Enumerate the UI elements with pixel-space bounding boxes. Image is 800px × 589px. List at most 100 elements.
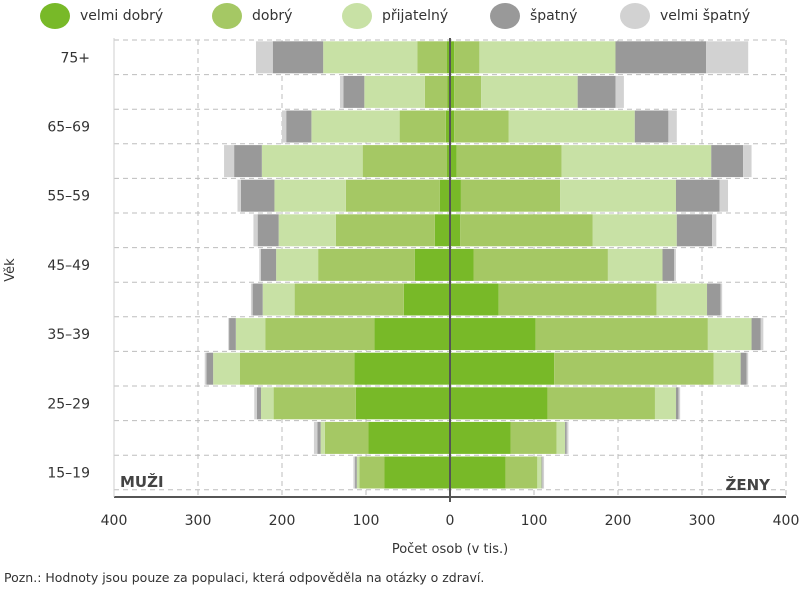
bar-men-series-0-row-2 (445, 110, 450, 143)
bar-men-series-3-row-2 (286, 110, 312, 143)
bar-women-series-0-row-1 (450, 75, 455, 108)
bars (204, 41, 764, 489)
bar-women-series-0-row-8 (450, 318, 536, 351)
bar-men-series-1-row-10 (273, 387, 356, 420)
bar-men-series-4-row-7 (250, 283, 253, 316)
bar-women-series-2-row-0 (479, 41, 616, 74)
bar-women-series-1-row-1 (454, 75, 482, 108)
bar-men-series-1-row-0 (417, 41, 447, 74)
x-tick-label: 100 (353, 513, 380, 529)
y-tick-label: 45–49 (47, 258, 90, 274)
bar-men-series-4-row-1 (339, 75, 344, 108)
bar-women-series-0-row-4 (450, 179, 461, 212)
legend-item-dobry[interactable]: dobrý (212, 2, 292, 30)
bar-women-series-3-row-1 (577, 75, 616, 108)
legend-label: přijatelný (382, 8, 449, 24)
bar-men-series-3-row-4 (240, 179, 275, 212)
bar-men-series-4-row-2 (282, 110, 287, 143)
bar-women-series-1-row-8 (535, 318, 708, 351)
bar-women-series-3-row-9 (740, 352, 747, 385)
bar-men-series-2-row-12 (356, 456, 360, 489)
bar-women-series-0-row-5 (450, 214, 461, 247)
bar-men-series-3-row-11 (317, 421, 321, 454)
bar-women-series-3-row-7 (707, 283, 721, 316)
bar-men-series-4-row-12 (353, 456, 356, 489)
bar-men-series-3-row-9 (206, 352, 214, 385)
bar-men-series-3-row-5 (257, 214, 279, 247)
bar-men-series-3-row-3 (234, 145, 262, 178)
bar-women-series-2-row-2 (508, 110, 635, 143)
bar-women-series-4-row-1 (615, 75, 624, 108)
bar-men-series-1-row-4 (345, 179, 440, 212)
bar-men-series-4-row-6 (259, 248, 261, 281)
legend-label: dobrý (252, 8, 293, 24)
bar-men-series-1-row-6 (318, 248, 415, 281)
bar-women-series-3-row-5 (676, 214, 713, 247)
y-tick-label: 65–69 (47, 120, 90, 136)
bar-men-series-2-row-10 (261, 387, 274, 420)
bar-men-series-1-row-12 (359, 456, 385, 489)
x-axis-title: Počet osob (v tis.) (392, 542, 508, 557)
legend-swatch-velmi-spatny (620, 3, 650, 29)
bar-men-series-1-row-5 (335, 214, 435, 247)
bar-women-series-3-row-4 (675, 179, 720, 212)
bar-women-series-3-row-6 (662, 248, 675, 281)
bar-women-series-3-row-10 (675, 387, 679, 420)
bar-women-series-1-row-9 (554, 352, 714, 385)
bar-men-series-0-row-6 (414, 248, 450, 281)
bar-men-series-2-row-2 (311, 110, 400, 143)
bar-women-series-2-row-6 (607, 248, 663, 281)
bar-women-series-4-row-3 (743, 145, 752, 178)
y-tick-label: 35–39 (47, 327, 90, 343)
bar-men-series-0-row-3 (446, 145, 450, 178)
x-tick-label: 300 (185, 513, 212, 529)
bar-men-series-3-row-0 (272, 41, 324, 74)
bar-women-series-1-row-2 (454, 110, 509, 143)
legend-item-velmi-spatny[interactable]: velmi špatný (620, 2, 750, 30)
bar-women-series-3-row-2 (634, 110, 669, 143)
bar-women-series-0-row-0 (450, 41, 455, 74)
legend-item-velmi-dobry[interactable]: velmi dobrý (40, 2, 163, 30)
y-tick-label: 55–59 (47, 189, 90, 205)
bar-men-series-2-row-11 (320, 421, 325, 454)
bar-women-series-4-row-10 (678, 387, 681, 420)
x-tick-label: 300 (689, 513, 716, 529)
bar-men-series-4-row-5 (253, 214, 258, 247)
bar-men-series-0-row-1 (447, 75, 450, 108)
bar-women-series-1-row-7 (498, 283, 657, 316)
bar-men-series-3-row-12 (355, 456, 357, 489)
bar-men-series-4-row-9 (204, 352, 207, 385)
bar-women-series-2-row-9 (713, 352, 741, 385)
y-axis-title: Věk (3, 258, 18, 282)
legend-swatch-velmi-dobry (40, 3, 70, 29)
bar-women-series-4-row-2 (668, 110, 677, 143)
legend: velmi dobrý dobrý přijatelný špatný velm… (0, 2, 800, 32)
x-tick-label: 200 (269, 513, 296, 529)
bar-women-series-2-row-12 (537, 456, 542, 489)
bar-women-series-0-row-6 (450, 248, 474, 281)
legend-item-spatny[interactable]: špatný (490, 2, 577, 30)
bar-men-series-3-row-6 (261, 248, 277, 281)
bar-men-series-3-row-10 (256, 387, 261, 420)
bar-women-series-4-row-11 (566, 421, 569, 454)
bar-men-series-4-row-0 (255, 41, 273, 74)
bar-men-series-2-row-3 (261, 145, 363, 178)
bar-women-series-0-row-10 (450, 387, 548, 420)
legend-item-prijatelny[interactable]: přijatelný (342, 2, 448, 30)
y-tick-label: 25–29 (47, 396, 90, 412)
bar-men-series-1-row-3 (362, 145, 447, 178)
bar-men-series-3-row-8 (229, 318, 236, 351)
bar-women-series-3-row-12 (541, 456, 543, 489)
y-tick-label: 15–19 (47, 466, 90, 482)
bar-women-series-4-row-5 (712, 214, 717, 247)
legend-label: špatný (530, 8, 578, 24)
bar-women-series-1-row-3 (456, 145, 562, 178)
bar-men-series-0-row-11 (368, 421, 450, 454)
bar-men-series-2-row-7 (262, 283, 295, 316)
bar-women-series-4-row-6 (674, 248, 676, 281)
bar-men-series-2-row-5 (278, 214, 336, 247)
bar-men-series-0-row-10 (355, 387, 450, 420)
bar-men-series-1-row-9 (240, 352, 355, 385)
bar-men-series-2-row-0 (323, 41, 418, 74)
x-tick-label: 100 (521, 513, 548, 529)
